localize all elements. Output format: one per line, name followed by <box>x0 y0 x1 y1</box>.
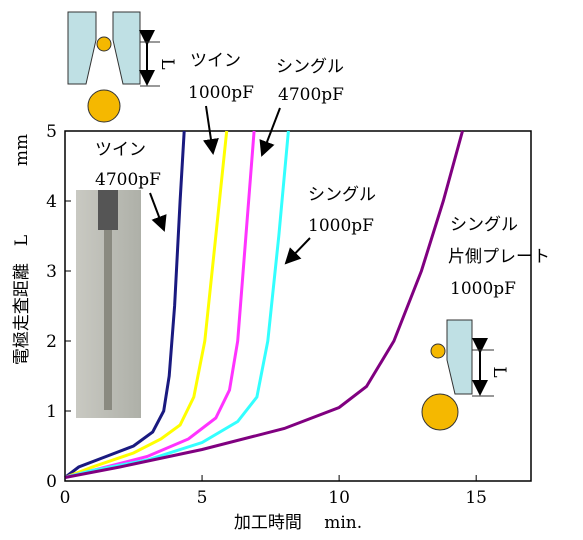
diagram-label: L <box>489 366 509 377</box>
y-axis-label: 電極走査距離 L <box>12 235 32 365</box>
x-tick-label: 15 <box>465 488 487 508</box>
annotation: 1000pF <box>308 216 374 236</box>
y-tick-label: 0 <box>46 472 57 492</box>
annotation: シングル <box>308 185 376 205</box>
diagram-bottom <box>422 320 494 430</box>
x-tick-label: 0 <box>60 488 71 508</box>
x-axis-label: 加工時間 min. <box>234 513 362 533</box>
y-tick-label: 5 <box>46 122 57 142</box>
arrows <box>150 106 310 263</box>
diagram-top <box>68 12 160 122</box>
annotations: ツイン 4700pF ツイン 1000pF シングル 4700pF シングル 1… <box>95 51 550 299</box>
x-tick-label: 10 <box>328 488 350 508</box>
annotation: 1000pF <box>188 83 254 103</box>
annotation: 4700pF <box>95 170 161 190</box>
x-tick-label: 5 <box>197 488 208 508</box>
chart: L L 電極走査距離 L mm 加工時間 min. ツイン 4700pF ツイン… <box>0 0 583 540</box>
y-axis-unit: mm <box>12 134 32 166</box>
y-tick-label: 1 <box>46 402 57 422</box>
annotation: シングル <box>450 215 518 235</box>
annotation: 片側プレート <box>448 247 550 267</box>
annotation: 1000pF <box>450 279 516 299</box>
y-tick-label: 2 <box>46 332 57 352</box>
y-tick-label: 4 <box>46 192 57 212</box>
annotation: 4700pF <box>278 85 344 105</box>
photo <box>76 190 141 418</box>
annotation: ツイン <box>190 51 241 71</box>
annotation: ツイン <box>95 140 146 160</box>
annotation: シングル <box>276 57 344 77</box>
diagram-label: L <box>157 58 177 69</box>
y-tick-label: 3 <box>46 262 57 282</box>
